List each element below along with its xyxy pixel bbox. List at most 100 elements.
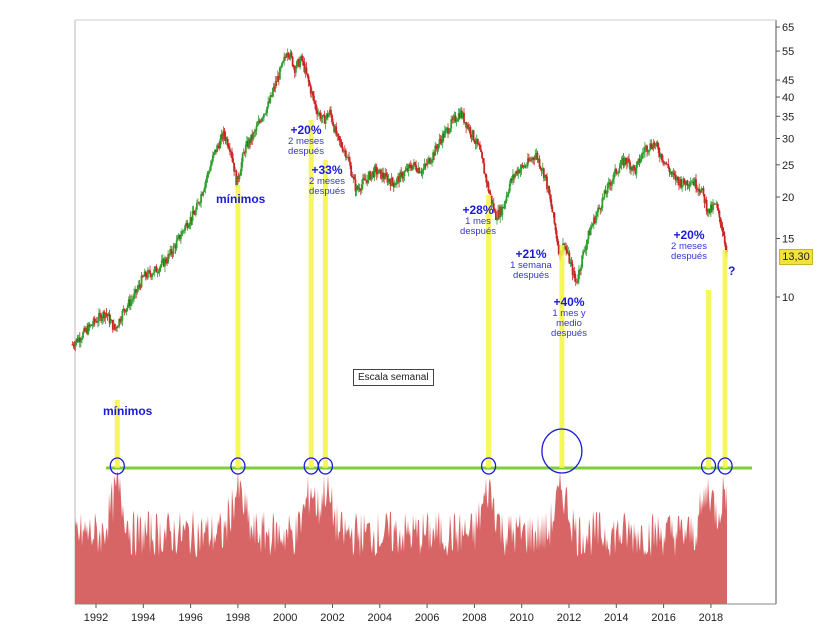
candle-body xyxy=(417,167,420,173)
candle-body xyxy=(136,289,139,293)
x-tick-label: 2002 xyxy=(320,612,344,624)
candle-body xyxy=(498,210,501,218)
candle-body xyxy=(244,144,247,154)
candle-body xyxy=(453,115,456,118)
candle-body xyxy=(335,126,338,136)
annotation-2011: +21% 1 semana después xyxy=(505,248,557,281)
candle-body xyxy=(311,91,314,96)
candle-body xyxy=(84,328,87,332)
candle-body xyxy=(73,345,76,347)
candle-body xyxy=(500,206,503,216)
candle-body xyxy=(418,167,421,173)
candle-body xyxy=(541,168,544,171)
candle-body xyxy=(552,212,555,213)
x-tick-label: 1992 xyxy=(84,612,108,624)
candle-body xyxy=(198,202,200,204)
candle-body xyxy=(622,158,625,166)
candle-body xyxy=(253,131,256,134)
candle-body xyxy=(143,271,146,277)
y-tick-label: 20 xyxy=(782,192,794,204)
annotation-2017-line1: 2 meses xyxy=(671,240,707,252)
candle-body xyxy=(479,144,481,150)
candle-body xyxy=(274,81,277,89)
candle-body xyxy=(681,185,684,188)
candle-body xyxy=(697,188,700,191)
candle-body xyxy=(389,181,392,186)
candle-body xyxy=(701,188,704,189)
candle-body xyxy=(459,110,462,118)
candle-body xyxy=(337,133,340,137)
candle-body xyxy=(365,179,367,181)
candle-body xyxy=(427,158,430,161)
candle-body xyxy=(429,158,431,164)
candle-body xyxy=(582,251,585,256)
candle-body xyxy=(263,113,265,118)
candle-body xyxy=(657,147,660,154)
candle-body xyxy=(522,165,525,168)
annotation-2008-pct: +28% xyxy=(462,203,494,217)
candle-body xyxy=(124,310,127,312)
candle-body xyxy=(421,170,424,174)
candle-body xyxy=(174,245,177,249)
candle-body xyxy=(351,175,354,178)
candle-body xyxy=(277,75,280,80)
candle-body xyxy=(324,117,327,124)
candle-body xyxy=(451,119,454,121)
candle-body xyxy=(537,159,540,160)
candle-body xyxy=(579,269,581,271)
candle-body xyxy=(83,328,85,333)
candle-body xyxy=(623,157,626,166)
candle-body xyxy=(271,91,274,97)
candle-body xyxy=(371,171,374,175)
candle-body xyxy=(714,203,717,205)
candle-body xyxy=(425,164,428,166)
candle-body xyxy=(251,134,254,140)
candle-body xyxy=(609,184,612,186)
annotation-question-mark: ? xyxy=(728,264,736,278)
candle-body xyxy=(118,318,121,327)
candle-body xyxy=(182,230,184,232)
candle-body xyxy=(291,56,294,67)
candle-body xyxy=(380,169,382,179)
candle-body xyxy=(600,207,603,210)
candle-body xyxy=(450,119,453,129)
candle-body xyxy=(203,188,206,192)
candle-body xyxy=(144,271,147,277)
candle-body xyxy=(160,260,163,266)
candle-body xyxy=(95,321,98,323)
candle-body xyxy=(104,312,107,319)
candle-body xyxy=(339,140,342,143)
candle-body xyxy=(671,172,674,174)
annotation-2001-line2: después xyxy=(288,145,324,157)
candle-body xyxy=(88,324,91,327)
candle-body xyxy=(647,151,650,153)
candle-body xyxy=(689,182,692,186)
candle-body xyxy=(426,160,429,165)
candle-body xyxy=(634,168,637,174)
candle-body xyxy=(677,176,679,180)
candle-body xyxy=(301,55,304,61)
candle-body xyxy=(526,158,529,166)
candle-body xyxy=(574,278,577,282)
candle-body xyxy=(363,178,365,180)
candle-body xyxy=(379,169,381,171)
candle-body xyxy=(649,143,652,150)
candle-body xyxy=(523,165,526,168)
candle-body xyxy=(424,164,427,165)
candle-body xyxy=(496,219,498,221)
candle-body xyxy=(99,313,101,315)
candle-body xyxy=(201,194,204,196)
candle-body xyxy=(618,168,621,173)
candle-body xyxy=(484,173,487,175)
candle-body xyxy=(545,174,547,177)
candle-body xyxy=(258,120,261,122)
candle-body xyxy=(620,160,623,166)
candle-body xyxy=(299,60,301,67)
candle-body xyxy=(195,203,198,210)
candle-body xyxy=(443,130,446,138)
candle-body xyxy=(397,176,399,179)
candle-body xyxy=(390,177,393,186)
candle-body xyxy=(194,209,197,215)
candle-body xyxy=(597,207,599,213)
candle-body xyxy=(588,230,591,236)
